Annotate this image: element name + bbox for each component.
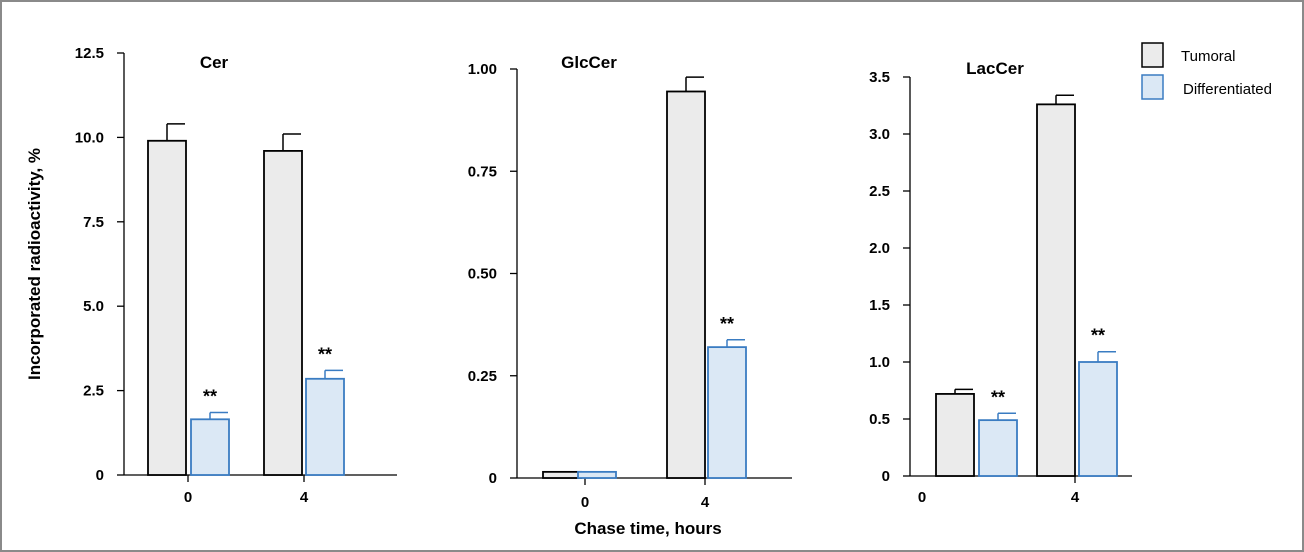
significance-marker: ** xyxy=(318,344,332,364)
bar-tumoral-4 xyxy=(263,150,303,476)
legend-swatch-tumoral xyxy=(1141,42,1164,68)
y-tick-label: 12.5 xyxy=(75,45,104,62)
y-tick-label: 0.50 xyxy=(468,266,497,283)
bar-tumoral-0 xyxy=(147,139,187,476)
y-tick-label: 0 xyxy=(489,470,497,487)
y-tick-label: 2.0 xyxy=(869,240,890,257)
y-tick-label: 3.0 xyxy=(869,126,890,143)
bar-tumoral-4 xyxy=(1036,103,1076,477)
bar-tumoral-4 xyxy=(666,90,706,479)
panel-title: LacCer xyxy=(966,59,1024,78)
y-tick-label: 1.0 xyxy=(869,354,890,371)
y-tick-label: 10.0 xyxy=(75,129,104,146)
y-tick-label: 0.75 xyxy=(468,163,497,180)
x-tick-label: 0 xyxy=(918,489,926,506)
y-tick-label: 0.25 xyxy=(468,368,497,385)
legend-label-differentiated: Differentiated xyxy=(1183,81,1272,98)
panel-title: Cer xyxy=(200,53,229,72)
y-tick-label: 1.5 xyxy=(869,297,890,314)
y-tick-label: 2.5 xyxy=(83,383,104,400)
panel-title: GlcCer xyxy=(561,53,617,72)
bar-differentiated-4 xyxy=(1078,361,1118,477)
significance-marker: ** xyxy=(720,314,734,334)
bar-differentiated-4 xyxy=(707,346,747,479)
y-tick-label: 0 xyxy=(882,468,890,485)
significance-marker: ** xyxy=(203,387,217,407)
legend-swatch-differentiated xyxy=(1141,74,1164,100)
x-tick-label: 4 xyxy=(300,489,309,506)
x-tick-label: 4 xyxy=(701,494,710,511)
legend-label-tumoral: Tumoral xyxy=(1181,48,1235,65)
y-tick-label: 7.5 xyxy=(83,214,104,231)
x-tick-label: 4 xyxy=(1071,489,1080,506)
bar-differentiated-0 xyxy=(978,419,1018,477)
bar-differentiated-0 xyxy=(577,470,617,479)
y-axis-title: Incorporated radioactivity, % xyxy=(25,148,44,380)
bar-differentiated-4 xyxy=(305,377,345,476)
significance-marker: ** xyxy=(1091,326,1105,346)
bar-differentiated-0 xyxy=(190,418,230,476)
y-tick-label: 1.00 xyxy=(468,61,497,78)
x-tick-label: 0 xyxy=(581,494,589,511)
y-tick-label: 0.5 xyxy=(869,411,890,428)
significance-marker: ** xyxy=(991,387,1005,407)
bar-tumoral-0 xyxy=(542,470,582,479)
x-axis-title: Chase time, hours xyxy=(574,519,721,538)
y-tick-label: 0 xyxy=(96,467,104,484)
y-tick-label: 5.0 xyxy=(83,298,104,315)
x-tick-label: 0 xyxy=(184,489,192,506)
y-tick-label: 3.5 xyxy=(869,69,890,86)
bar-tumoral-0 xyxy=(935,393,975,477)
y-tick-label: 2.5 xyxy=(869,183,890,200)
